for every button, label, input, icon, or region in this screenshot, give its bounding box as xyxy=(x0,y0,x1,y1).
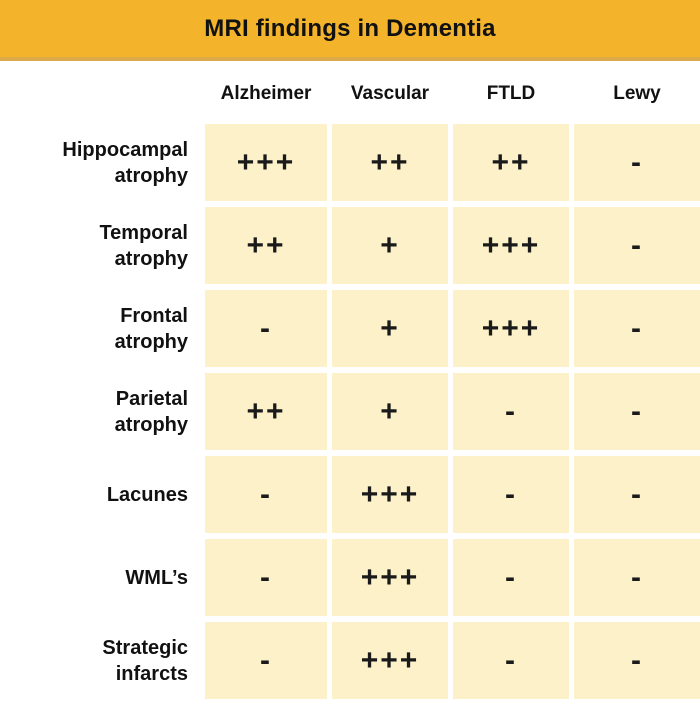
table-cell: ++ xyxy=(332,124,448,201)
table-cell: - xyxy=(574,539,700,616)
row-label-strategic-infarcts: Strategic infarcts xyxy=(102,636,188,685)
table-cell: - xyxy=(453,373,569,450)
column-header-lewy: Lewy xyxy=(613,83,661,104)
table-cell: - xyxy=(205,539,327,616)
table-cell: ++ xyxy=(453,124,569,201)
table-cell: ++ xyxy=(205,373,327,450)
row-label-hippocampal-atrophy: Hippocampal atrophy xyxy=(62,138,188,187)
table-cell: - xyxy=(574,622,700,699)
row-label-parietal-atrophy: Parietal atrophy xyxy=(114,387,188,436)
column-header-ftld: FTLD xyxy=(486,83,536,104)
page-title: MRI findings in Dementia xyxy=(204,14,496,42)
findings-table: Alzheimer Vascular FTLD Lewy Hippocampal… xyxy=(0,61,700,699)
column-header-vascular: Vascular xyxy=(350,83,430,104)
table-cell: - xyxy=(205,622,327,699)
table-cell: +++ xyxy=(332,622,448,699)
table-cell: - xyxy=(205,290,327,367)
table-cell: - xyxy=(205,456,327,533)
table-cell: +++ xyxy=(332,539,448,616)
row-label-wmls: WML’s xyxy=(125,566,188,589)
table-cell: +++ xyxy=(453,290,569,367)
table-cell: +++ xyxy=(205,124,327,201)
table-cell: + xyxy=(332,290,448,367)
table-cell: - xyxy=(574,207,700,284)
column-header-alzheimer: Alzheimer xyxy=(220,83,312,104)
table-cell: + xyxy=(332,207,448,284)
table-cell: + xyxy=(332,373,448,450)
table-cell: - xyxy=(574,456,700,533)
row-label-frontal-atrophy: Frontal atrophy xyxy=(114,304,188,353)
table-cell: +++ xyxy=(453,207,569,284)
corner-spacer xyxy=(0,61,200,118)
table-cell: - xyxy=(574,373,700,450)
row-label-lacunes: Lacunes xyxy=(106,483,188,506)
table-cell: ++ xyxy=(205,207,327,284)
row-label-temporal-atrophy: Temporal atrophy xyxy=(99,221,188,270)
title-banner: MRI findings in Dementia xyxy=(0,0,700,61)
table-cell: - xyxy=(453,622,569,699)
table-cell: - xyxy=(574,290,700,367)
table-cell: - xyxy=(574,124,700,201)
table-cell: - xyxy=(453,456,569,533)
table-cell: - xyxy=(453,539,569,616)
table-cell: +++ xyxy=(332,456,448,533)
